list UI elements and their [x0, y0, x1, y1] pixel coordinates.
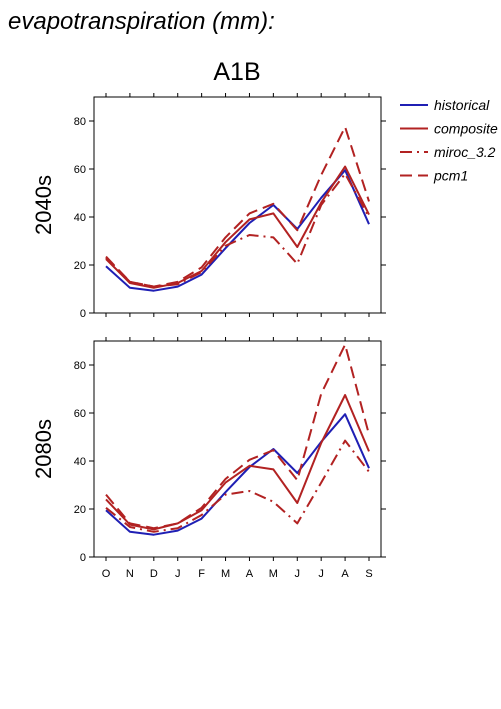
- series-line-pcm1: [105, 343, 370, 530]
- legend: historical composite miroc_3.2 pcm1: [400, 97, 498, 184]
- series-line-historical: [105, 169, 370, 292]
- x-tick-label: J: [318, 568, 324, 580]
- legend-item: composite: [400, 121, 498, 137]
- y-tick-label: 40: [74, 456, 86, 468]
- scenario-label: A1B: [213, 58, 260, 86]
- legend-item: historical: [400, 97, 490, 113]
- x-tick-label: N: [126, 568, 134, 580]
- x-tick-label: A: [246, 568, 254, 580]
- x-tick-label: S: [365, 568, 372, 580]
- legend-item: pcm1: [400, 168, 468, 184]
- legend-item: miroc_3.2: [400, 144, 496, 160]
- legend-label: miroc_3.2: [434, 144, 496, 160]
- panels: 0 20 40 60 80 2040s 0 20 40 60 80 O N D J F M A M J J A S 2080s: [31, 93, 386, 580]
- y-tick-label: 80: [74, 360, 86, 372]
- x-tick-label: J: [295, 568, 301, 580]
- series-line-composite: [105, 165, 370, 289]
- y-tick-label: 20: [74, 504, 86, 516]
- x-tick-label: D: [150, 568, 158, 580]
- panel-label: 2040s: [31, 175, 56, 235]
- x-tick-label: J: [175, 568, 181, 580]
- series-line-composite: [105, 394, 370, 531]
- y-tick-label: 40: [74, 212, 86, 224]
- plot-frame: [93, 96, 382, 314]
- y-tick-label: 80: [74, 116, 86, 128]
- series-line-miroc-3-2: [105, 439, 370, 533]
- legend-label: composite: [434, 121, 498, 137]
- y-tick-label: 60: [74, 408, 86, 420]
- panel-2080s: 0 20 40 60 80 O N D J F M A M J J A S 2080s: [31, 337, 386, 580]
- x-tick-label: F: [198, 568, 205, 580]
- legend-label: pcm1: [433, 168, 468, 184]
- y-tick-label: 20: [74, 260, 86, 272]
- y-tick-label: 0: [80, 552, 86, 564]
- panel-label: 2080s: [31, 419, 56, 479]
- x-tick-label: M: [269, 568, 278, 580]
- y-tick-label: 0: [80, 308, 86, 320]
- figure-title: evapotranspiration (mm):: [8, 8, 275, 35]
- legend-label: historical: [434, 97, 490, 113]
- x-tick-label: M: [221, 568, 230, 580]
- panel-2040s: 0 20 40 60 80 2040s: [31, 93, 386, 320]
- series-line-pcm1: [105, 126, 370, 288]
- x-tick-label: O: [102, 568, 111, 580]
- x-tick-label: A: [341, 568, 349, 580]
- plot-frame: [93, 340, 382, 558]
- y-tick-label: 60: [74, 164, 86, 176]
